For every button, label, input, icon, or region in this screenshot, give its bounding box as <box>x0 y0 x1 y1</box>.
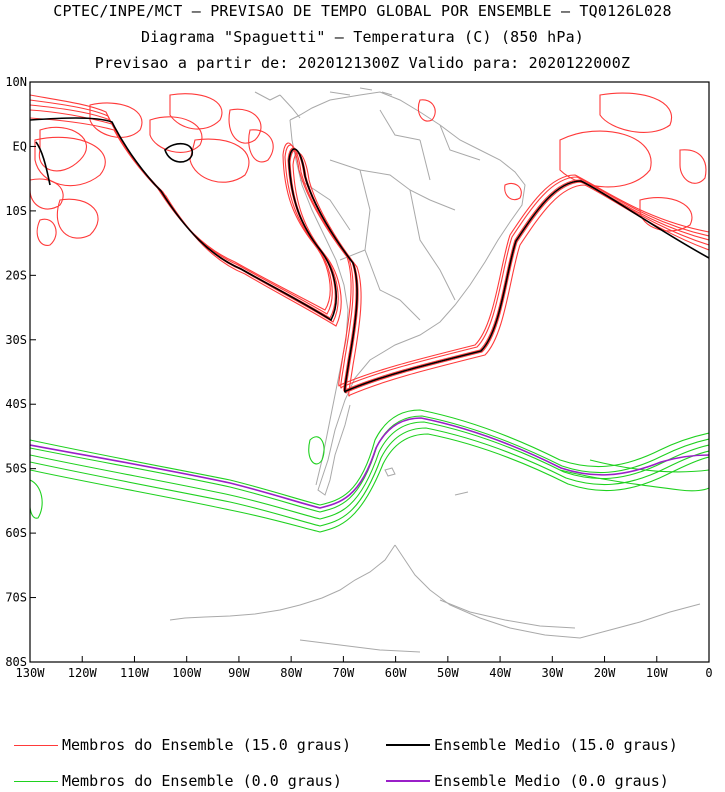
tropical-eddies <box>34 99 693 232</box>
lat-label: EQ <box>13 139 27 153</box>
isotherm-0-mean <box>30 417 709 509</box>
lon-label: 30W <box>541 666 563 680</box>
legend-item-mean-0: Ensemble Medio (0.0 graus) <box>386 772 669 790</box>
member-15-curve <box>30 99 709 389</box>
title-line-1: CPTEC/INPE/MCT – PREVISAO DE TEMPO GLOBA… <box>53 2 672 20</box>
mean-15-curve <box>30 117 709 393</box>
lon-label: 10W <box>646 666 668 680</box>
coastlines <box>169 87 701 653</box>
member-0-curve <box>559 459 709 492</box>
lat-label: 10N <box>5 75 27 89</box>
legend-item-mean-15: Ensemble Medio (15.0 graus) <box>386 736 678 754</box>
antarctic-peninsula <box>169 544 701 639</box>
lat-label: 10S <box>5 204 27 218</box>
lon-label: 90W <box>228 666 250 680</box>
member-15-curve <box>30 104 709 392</box>
member-0-curve <box>30 421 709 520</box>
legend-swatch-members-15 <box>14 744 58 746</box>
latitude-axis: 10N EQ 10S 20S 30S 40S 50S 60S 70S 80S <box>5 75 36 669</box>
lat-label: 30S <box>5 333 27 347</box>
map-plot-area <box>30 87 709 653</box>
member-0-curve <box>30 433 709 533</box>
lat-label: 20S <box>5 268 27 282</box>
lon-label: 110W <box>120 666 150 680</box>
south-georgia <box>454 491 469 496</box>
andes-west-coast <box>289 119 349 486</box>
south-america-coast <box>289 91 526 496</box>
isotherm-15-members <box>30 92 709 397</box>
lon-label: 120W <box>68 666 98 680</box>
legend-swatch-members-0 <box>14 780 58 782</box>
member-15-curve <box>30 117 709 397</box>
lon-label: 50W <box>437 666 459 680</box>
member-15-curve <box>30 94 709 387</box>
weddell-ice <box>299 599 576 653</box>
member-0-curve <box>30 409 709 506</box>
caribbean-islands <box>329 87 393 96</box>
member-15-curve <box>30 109 709 394</box>
tropical-eddies <box>30 92 707 246</box>
legend-label-mean-15: Ensemble Medio (15.0 graus) <box>434 736 678 754</box>
lat-label: 50S <box>5 462 27 476</box>
isotherm-15-mean <box>30 117 709 393</box>
lat-label: 60S <box>5 526 27 540</box>
lon-label: 20W <box>594 666 616 680</box>
lon-label: 80W <box>280 666 302 680</box>
central-america <box>254 91 301 119</box>
falklands <box>384 467 396 477</box>
lon-label: 70W <box>333 666 355 680</box>
member-0-blob <box>30 436 325 519</box>
lon-label: 0 <box>705 666 712 680</box>
plot-frame <box>29 81 710 663</box>
legend-swatch-mean-0 <box>386 780 430 782</box>
lat-label: 40S <box>5 397 27 411</box>
lon-label: 60W <box>385 666 407 680</box>
title-line-2: Diagrama "Spaguetti" – Temperatura (C) (… <box>140 28 585 46</box>
longitude-axis: 130W 120W 110W 100W 90W 80W 70W 60W 50W 40W 30W 20W… <box>16 656 713 680</box>
country-borders <box>299 109 481 321</box>
legend-label-members-0: Membros do Ensemble (0.0 graus) <box>62 772 342 790</box>
legend-label-mean-0: Ensemble Medio (0.0 graus) <box>434 772 669 790</box>
lat-label: 80S <box>5 655 27 669</box>
legend-swatch-mean-15 <box>386 744 430 746</box>
mean-0-curve <box>30 417 709 509</box>
lon-label: 100W <box>172 666 202 680</box>
legend-item-members-15: Membros do Ensemble (15.0 graus) <box>14 736 351 754</box>
isotherm-0-members <box>30 409 709 533</box>
mean-15-eddy <box>164 142 193 163</box>
legend-item-members-0: Membros do Ensemble (0.0 graus) <box>14 772 342 790</box>
lon-label: 40W <box>489 666 511 680</box>
lat-label: 70S <box>5 591 27 605</box>
legend-label-members-15: Membros do Ensemble (15.0 graus) <box>62 736 351 754</box>
mean-15-eddy <box>35 141 51 186</box>
lon-label: 130W <box>16 666 46 680</box>
title-line-3: Previsao a partir de: 2020121300Z Valido… <box>94 54 631 72</box>
